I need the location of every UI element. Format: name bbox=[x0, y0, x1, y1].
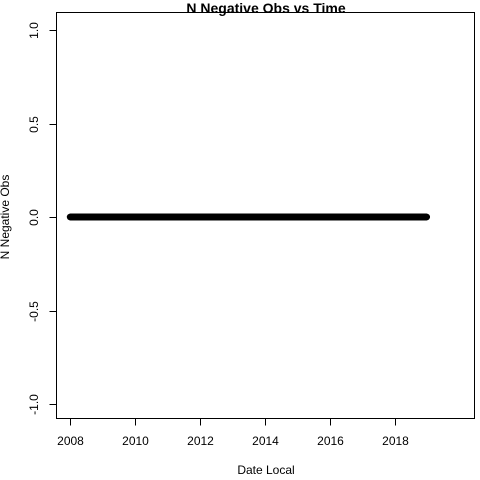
x-axis-ticks: 2008 2010 2012 2014 2016 2018 bbox=[57, 418, 409, 448]
x-tick-label: 2016 bbox=[317, 434, 344, 448]
x-tick-label: 2012 bbox=[187, 434, 214, 448]
y-axis-label: N Negative Obs bbox=[0, 175, 12, 260]
y-tick-label: 0.0 bbox=[27, 209, 41, 226]
x-tick-label: 2010 bbox=[122, 434, 149, 448]
y-tick-label: -0.5 bbox=[27, 301, 41, 322]
x-tick-label: 2018 bbox=[382, 434, 409, 448]
points-layer bbox=[66, 213, 431, 221]
chart-title: N Negative Obs vs Time bbox=[186, 0, 345, 16]
x-axis-label: Date Local bbox=[237, 463, 294, 477]
data-point bbox=[423, 213, 431, 221]
x-tick-label: 2008 bbox=[57, 434, 84, 448]
y-axis-ticks: -1.0 -0.5 0.0 0.5 1.0 bbox=[27, 22, 57, 415]
x-tick-label: 2014 bbox=[252, 434, 279, 448]
y-tick-label: 1.0 bbox=[27, 22, 41, 39]
y-tick-label: -1.0 bbox=[27, 394, 41, 415]
y-tick-label: 0.5 bbox=[27, 116, 41, 133]
